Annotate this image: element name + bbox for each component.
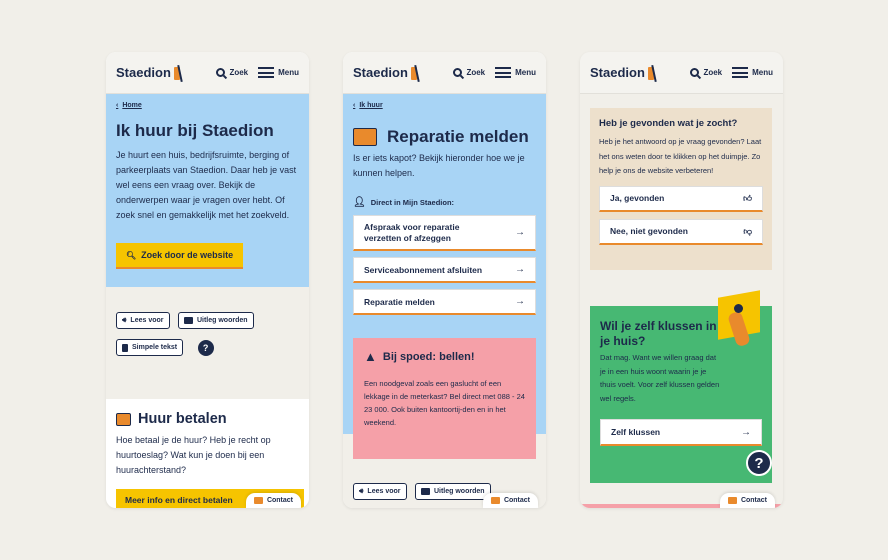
user-icon: 👤︎ (353, 197, 366, 209)
contact-button[interactable]: Contact (245, 493, 301, 508)
search-website-button[interactable]: 🔍︎ Zoek door de website (116, 243, 244, 270)
search-icon (453, 68, 463, 77)
feedback-no-button[interactable]: Nee, niet gevonden 👎︎ (599, 218, 763, 245)
logo[interactable]: Staedion (353, 64, 424, 82)
menu-icon (732, 67, 749, 78)
search-icon (690, 68, 700, 77)
hero-section: ‹ Ik huur Reparatie melden Is er iets kap… (343, 94, 546, 459)
explain-words-button[interactable]: Uitleg woorden (177, 312, 254, 329)
page-intro: Je huurt een huis, bedrijfsruimte, bergi… (116, 150, 297, 221)
page-intro: Is er iets kapot? Bekijk hieronder hoe w… (353, 153, 525, 179)
arrow-right-icon: → (741, 426, 751, 438)
arrow-right-icon: → (515, 227, 525, 239)
hero-section: ‹ Home Ik huur bij Staedion Je huurt een … (106, 94, 309, 287)
diy-box: Wil je zelf klussen in je huis? Dat mag.… (590, 290, 772, 483)
breadcrumb[interactable]: ‹ Home (116, 102, 142, 109)
phone-screen-huur: Staedion Zoek Menu ‹ Home Ik huur bij Sta… (106, 52, 309, 508)
pink-section-edge (580, 504, 783, 508)
urgent-box: ▲ Bij spoed: bellen! Een noodgeval zoals… (353, 338, 536, 459)
site-header: Staedion Zoek Menu (580, 52, 783, 94)
urgent-text: Een noodgeval zoals een gaslucht of een … (364, 379, 525, 427)
megaphone-icon (490, 497, 500, 504)
menu-button[interactable]: Menu (495, 67, 536, 78)
book-icon (420, 488, 430, 495)
link-service-subscription[interactable]: Serviceabonnement afsluiten → (353, 257, 536, 284)
reading-tools: 🔊︎ Lees voor Uitleg woorden Simpele tekst… (106, 287, 309, 399)
site-header: Staedion Zoek Menu (106, 52, 309, 94)
logo-mark-icon (410, 64, 424, 82)
logo[interactable]: Staedion (116, 64, 187, 82)
feedback-title: Heb je gevonden wat je zocht? (599, 118, 738, 129)
section-title: Huur betalen (138, 411, 227, 427)
arrow-right-icon: → (515, 296, 525, 308)
search-button[interactable]: Zoek (453, 68, 485, 77)
page-title: Ik huur bij Staedion (116, 121, 274, 140)
phone-screen-feedback: Staedion Zoek Menu Heb je gevonden wat j… (580, 52, 783, 508)
warning-icon: ▲ (364, 349, 377, 364)
speaker-icon: 🔊︎ (122, 316, 127, 324)
help-button[interactable]: ? (197, 339, 214, 356)
contact-button[interactable]: Contact (719, 493, 775, 508)
page-title: Reparatie melden (387, 127, 529, 146)
read-aloud-button[interactable]: 🔊︎ Lees voor (116, 312, 170, 329)
explain-words-button[interactable]: Uitleg woorden (414, 483, 491, 500)
logo[interactable]: Staedion (590, 64, 661, 82)
toolbox-icon (353, 128, 377, 147)
contact-button[interactable]: Contact (482, 493, 538, 508)
diy-title: Wil je zelf klussen in je huis? (600, 319, 717, 348)
link-reschedule-repair[interactable]: Afspraak voor reparatie verzetten of afz… (353, 215, 536, 252)
document-icon (122, 343, 128, 352)
link-report-repair[interactable]: Reparatie melden → (353, 289, 536, 316)
menu-button[interactable]: Menu (258, 67, 299, 78)
simple-text-button[interactable]: Simpele tekst (116, 339, 184, 356)
megaphone-icon (253, 497, 263, 504)
speaker-icon: 🔊︎ (359, 487, 364, 495)
thumbs-up-icon: 👍︎ (743, 192, 752, 203)
section-text: Hoe betaal je de huur? Heb je recht op h… (116, 435, 271, 475)
urgent-title: Bij spoed: bellen! (382, 350, 475, 363)
search-button[interactable]: Zoek (690, 68, 722, 77)
wallet-icon (116, 412, 131, 426)
book-icon (183, 317, 193, 324)
chevron-left-icon: ‹ (353, 102, 356, 109)
menu-button[interactable]: Menu (732, 67, 773, 78)
menu-icon (495, 67, 512, 78)
diy-button[interactable]: Zelf klussen → (600, 419, 762, 446)
search-button[interactable]: Zoek (216, 68, 248, 77)
feedback-yes-button[interactable]: Ja, gevonden 👍︎ (599, 185, 763, 212)
menu-icon (258, 67, 275, 78)
arrow-right-icon: → (515, 264, 525, 276)
diy-text: Dat mag. Want we willen graag dat je in … (600, 353, 720, 403)
feedback-box: Heb je gevonden wat je zocht? Heb je het… (590, 108, 772, 270)
phone-screen-reparatie: Staedion Zoek Menu ‹ Ik huur Reparatie me… (343, 52, 546, 508)
site-header: Staedion Zoek Menu (343, 52, 546, 94)
logo-mark-icon (173, 64, 187, 82)
direct-label: Direct in Mijn Staedion: (370, 198, 455, 208)
chevron-left-icon: ‹ (116, 102, 119, 109)
search-icon: 🔍︎ (126, 250, 137, 260)
huur-betalen-section: Huur betalen Hoe betaal je de huur? Heb … (106, 399, 309, 508)
read-aloud-button[interactable]: 🔊︎ Lees voor (353, 483, 407, 500)
help-button[interactable]: ? (746, 450, 772, 476)
search-icon (216, 68, 226, 77)
breadcrumb[interactable]: ‹ Ik huur (353, 102, 383, 109)
worker-illustration (718, 290, 762, 372)
feedback-text: Heb je het antwoord op je vraag gevonden… (599, 137, 762, 175)
logo-mark-icon (647, 64, 661, 82)
megaphone-icon (727, 497, 737, 504)
thumbs-down-icon: 👎︎ (743, 225, 752, 236)
